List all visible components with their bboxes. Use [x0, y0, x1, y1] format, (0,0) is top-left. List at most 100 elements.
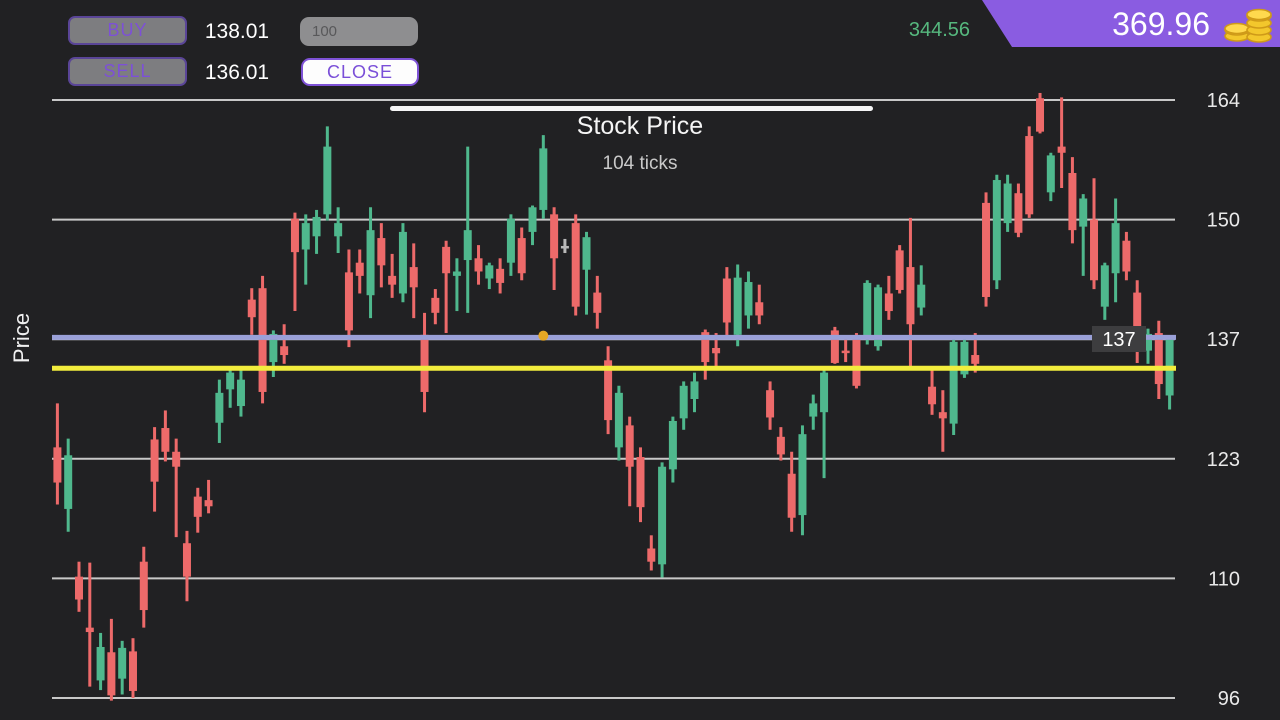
candle-body [150, 439, 159, 482]
candle-body [128, 651, 137, 691]
candle-body [841, 350, 850, 354]
candle-body [226, 372, 235, 390]
quantity-input[interactable] [300, 17, 418, 46]
y-axis-label: 123 [1207, 449, 1240, 471]
candle-body [172, 451, 181, 467]
sell-price: 136.01 [204, 61, 270, 84]
candle-body [582, 237, 591, 270]
candle-body [820, 372, 829, 413]
candle-body [1079, 198, 1088, 227]
candle-body [388, 275, 397, 285]
candle-body [366, 230, 375, 296]
candle-body [269, 333, 278, 363]
candle-body [992, 180, 1001, 281]
candle-body [560, 245, 569, 249]
candle-body [258, 288, 267, 392]
candle-body [884, 293, 893, 312]
balance-banner: 369.96 [982, 0, 1280, 47]
candle-body [712, 347, 721, 354]
candle-body [776, 436, 785, 455]
candle-body [96, 646, 105, 681]
candle-body [604, 360, 613, 421]
candle-body [193, 496, 202, 517]
candle-body [1014, 193, 1023, 233]
candle-body [1036, 98, 1045, 132]
y-axis-label: 164 [1207, 90, 1240, 112]
candle-body [690, 381, 699, 399]
candle-body [118, 647, 127, 679]
candle-body [722, 278, 731, 323]
entry-marker [538, 330, 549, 341]
candle-body [636, 457, 645, 508]
candle-body [431, 297, 440, 313]
y-axis-label: 96 [1218, 688, 1240, 710]
candle-body [474, 258, 483, 272]
candle-body [744, 282, 753, 316]
candle-body [398, 231, 407, 294]
candle-body [982, 202, 991, 297]
candle-body [928, 386, 937, 405]
candle-body [485, 265, 494, 279]
candle-body [236, 379, 245, 407]
y-axis-title: Price [9, 312, 34, 364]
progress-bar [390, 106, 873, 111]
candle-body [452, 271, 461, 276]
candle-body [647, 548, 656, 562]
candle-body [344, 272, 353, 331]
close-position-button[interactable]: CLOSE [301, 58, 419, 86]
unrealized-pnl: 344.56 [908, 19, 970, 41]
candle-body [74, 576, 83, 600]
candle-body [733, 277, 742, 335]
candle-body [949, 341, 958, 424]
candle-body [917, 284, 926, 308]
candle-body [496, 268, 505, 283]
candle-body [550, 214, 559, 259]
candle-body [215, 392, 224, 423]
candle-body [323, 146, 332, 215]
y-axis-label: 110 [1208, 568, 1240, 590]
candle-body [312, 216, 321, 237]
candle-body [1003, 183, 1012, 224]
candle-body [334, 223, 343, 237]
y-axis-label: 137 [1207, 329, 1240, 351]
candle-body [679, 385, 688, 419]
candle-body [798, 434, 807, 516]
candle-body [895, 250, 904, 290]
candle-body [64, 455, 73, 509]
candle-body [1090, 219, 1099, 281]
candle-body [204, 500, 213, 507]
candle-body [301, 223, 310, 250]
candle-body [517, 238, 526, 274]
candle-body [852, 338, 861, 386]
candle-body [668, 420, 677, 470]
candle-body [830, 330, 839, 363]
candle-body [1057, 146, 1066, 153]
candle-body [971, 355, 980, 364]
sell-button[interactable]: SELL [68, 57, 187, 86]
candle-body [938, 412, 947, 419]
chart-subtitle: 104 ticks [602, 153, 678, 174]
candle-body [161, 428, 170, 452]
candle-body [420, 334, 429, 392]
buy-button[interactable]: BUY [68, 16, 187, 45]
candle-body [355, 262, 364, 276]
candle-body [1144, 333, 1153, 351]
candle-body [906, 267, 915, 325]
y-axis-label: 150 [1207, 210, 1240, 232]
candle-body [1133, 292, 1142, 333]
candle-body [290, 218, 299, 253]
candle-body [409, 267, 418, 288]
candle-body [1068, 172, 1077, 231]
candle-body [506, 218, 515, 263]
candle-body [658, 466, 667, 565]
candle-body [1100, 265, 1109, 307]
candle-body [1046, 155, 1055, 193]
candle-body [53, 447, 62, 483]
candle-body [766, 390, 775, 418]
candle-body [809, 403, 818, 417]
price-tag-label: 137 [1102, 329, 1135, 351]
candle-body [442, 246, 451, 274]
candle-body [787, 473, 796, 518]
